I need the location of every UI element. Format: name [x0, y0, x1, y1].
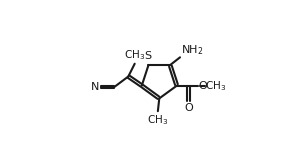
Text: S: S	[144, 51, 151, 61]
Text: CH$_3$: CH$_3$	[205, 79, 226, 93]
Text: CH$_3$: CH$_3$	[124, 48, 145, 62]
Text: CH$_3$: CH$_3$	[147, 113, 168, 127]
Text: N: N	[91, 82, 100, 92]
Text: O: O	[199, 81, 208, 91]
Text: O: O	[184, 103, 193, 113]
Text: NH$_2$: NH$_2$	[181, 43, 203, 57]
